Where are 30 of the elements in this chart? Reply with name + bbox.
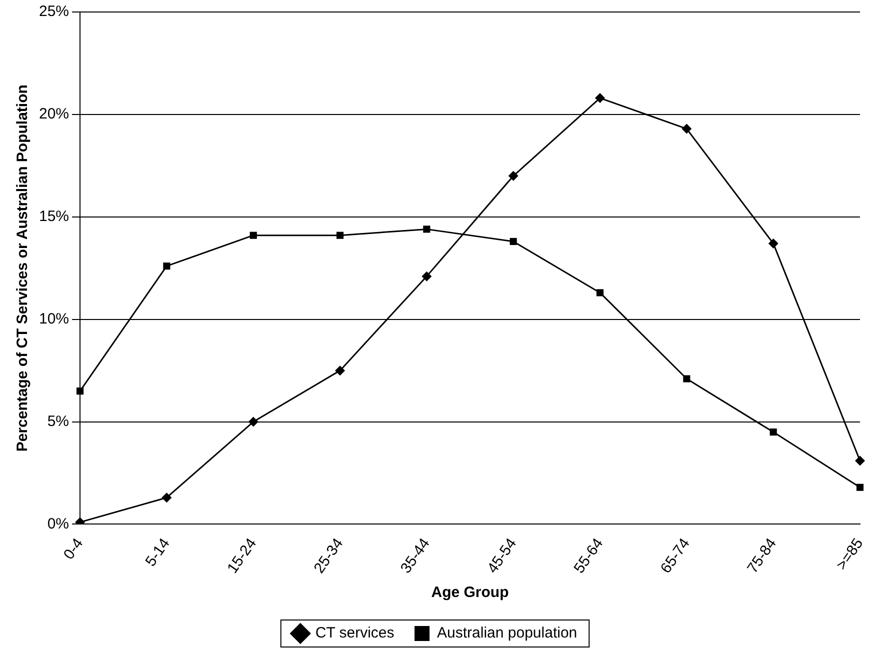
point: [595, 93, 606, 104]
point: [336, 232, 344, 239]
y-axis-title: Percentage of CT Services or Australian Population: [14, 84, 32, 452]
point: [162, 492, 172, 503]
y-tick-label: 15%: [38, 208, 70, 226]
y-tick-label: 0%: [47, 515, 70, 532]
point: [250, 232, 257, 239]
point: [596, 289, 604, 296]
point: [335, 366, 346, 376]
point: [76, 388, 84, 395]
y-tick-label: 25%: [38, 3, 70, 20]
legend-label: CT services: [315, 624, 394, 642]
point: [510, 238, 517, 246]
point: [855, 456, 865, 466]
point: [768, 238, 778, 249]
point: [163, 262, 170, 270]
point: [423, 226, 430, 233]
y-tick-label: 5%: [47, 412, 70, 430]
legend-label: Australian population: [437, 624, 578, 642]
point: [422, 271, 432, 282]
point: [856, 484, 864, 491]
y-tick-label: 20%: [38, 106, 70, 123]
x-axis-title: Age Group: [431, 584, 509, 602]
x-tick-label: 0-4: [60, 535, 87, 563]
y-tick-label: 10%: [38, 310, 70, 328]
point: [508, 170, 518, 181]
point: [770, 428, 777, 436]
point: [248, 416, 258, 427]
point: [683, 375, 690, 382]
point: [682, 124, 692, 134]
